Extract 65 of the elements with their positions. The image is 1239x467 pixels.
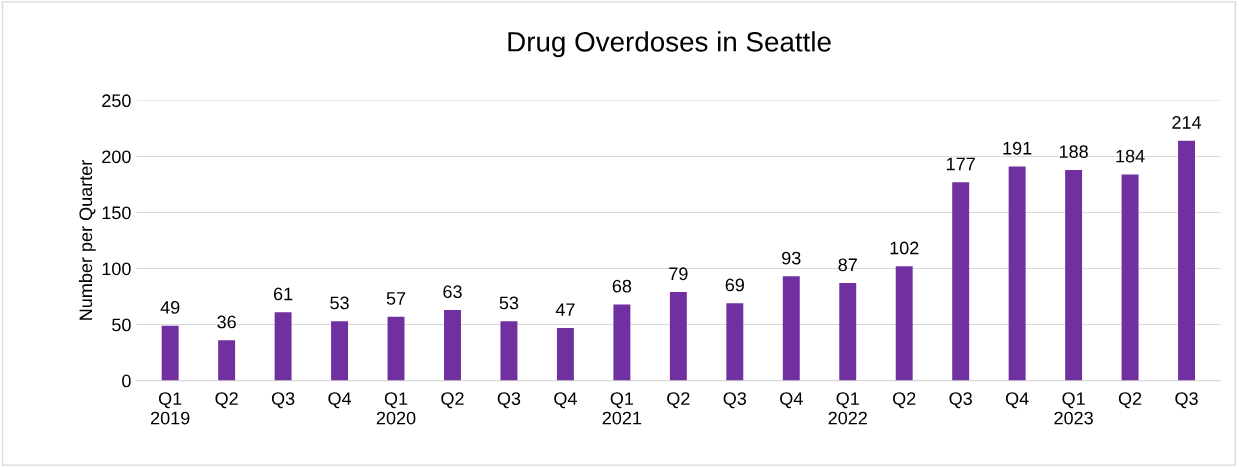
data-label: 87 — [838, 258, 857, 272]
y-tick-label: 50 — [112, 318, 131, 332]
x-tick-label: Q3 — [723, 392, 747, 409]
bar — [331, 321, 349, 381]
data-label: 57 — [386, 292, 406, 305]
y-tick-label: 100 — [102, 262, 131, 276]
bar — [1178, 140, 1196, 381]
bar — [895, 266, 913, 381]
x-tick-label: Q1 2022 — [828, 392, 867, 425]
bar — [726, 303, 744, 381]
y-axis-title: Number per Quarter — [78, 160, 96, 320]
data-label: 47 — [555, 303, 575, 316]
y-tick-label: 200 — [102, 150, 131, 164]
data-label: 53 — [330, 296, 349, 310]
bar — [387, 316, 405, 381]
y-tick-label: 150 — [102, 206, 131, 220]
x-tick-label: Q3 — [1175, 392, 1198, 409]
data-label: 68 — [612, 279, 632, 293]
x-tick-label: Q4 — [780, 392, 803, 409]
chart-title: Drug Overdoses in Seattle — [508, 31, 831, 58]
x-tick-label: Q1 2021 — [602, 392, 642, 425]
data-label: 61 — [273, 287, 293, 301]
x-tick-label: Q1 2019 — [151, 392, 190, 425]
x-tick-label: Q3 — [271, 392, 295, 409]
x-tick-label: Q4 — [328, 392, 352, 409]
x-tick-label: Q2 — [893, 392, 916, 409]
bar — [218, 340, 236, 381]
x-tick-label: Q3 — [949, 392, 972, 409]
data-label: 53 — [499, 296, 519, 310]
data-label: 49 — [160, 301, 180, 314]
x-tick-label: Q4 — [1005, 392, 1029, 409]
data-label: 188 — [1059, 145, 1088, 158]
bar — [556, 327, 574, 381]
bar — [952, 182, 970, 381]
x-tick-label: Q1 2023 — [1054, 392, 1093, 425]
data-label: 214 — [1172, 116, 1202, 129]
y-tick-label: 250 — [102, 94, 131, 108]
bar — [839, 283, 857, 381]
x-tick-label: Q2 — [667, 392, 690, 409]
bar — [1121, 174, 1139, 381]
bar — [782, 276, 800, 381]
bar — [500, 321, 518, 381]
data-label: 177 — [946, 157, 975, 171]
data-label: 69 — [725, 278, 744, 292]
data-label: 36 — [217, 315, 236, 329]
data-label: 102 — [890, 241, 919, 255]
x-tick-label: Q2 — [441, 392, 464, 409]
data-label: 63 — [443, 285, 462, 299]
x-tick-label: Q3 — [497, 392, 521, 409]
bar — [669, 292, 687, 381]
bar — [274, 312, 292, 381]
x-tick-label: Q1 2020 — [376, 392, 416, 425]
data-label: 191 — [1003, 141, 1032, 155]
y-tick-label: 0 — [122, 374, 131, 388]
bar — [161, 325, 179, 381]
data-label: 93 — [782, 251, 801, 265]
bar — [444, 309, 461, 381]
bar — [1008, 166, 1026, 381]
data-label: 79 — [669, 267, 688, 281]
data-label: 184 — [1116, 149, 1145, 163]
bar — [613, 304, 631, 381]
x-tick-label: Q2 — [1118, 392, 1142, 409]
x-tick-label: Q4 — [554, 392, 577, 409]
x-tick-label: Q2 — [215, 392, 238, 409]
bar — [1065, 169, 1083, 381]
